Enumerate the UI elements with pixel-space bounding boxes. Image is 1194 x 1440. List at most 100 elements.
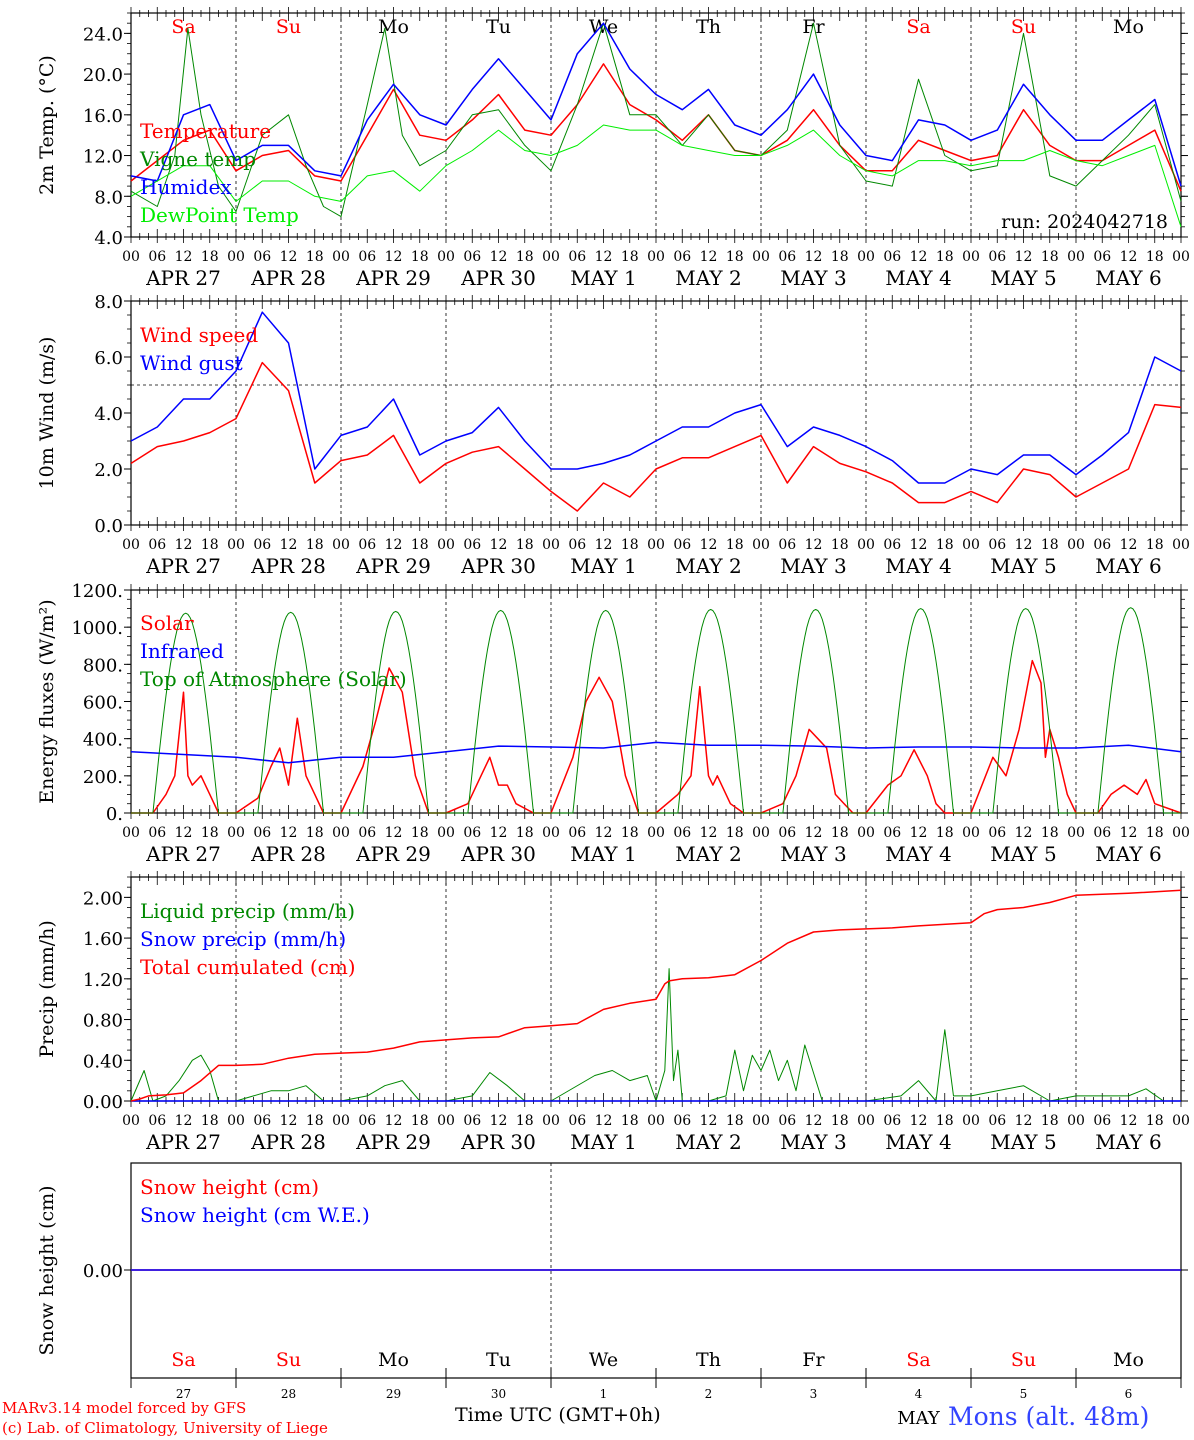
hour-tick-label: 12 — [595, 537, 613, 553]
hour-tick-label: 06 — [568, 249, 586, 265]
hour-tick-label: 00 — [857, 537, 875, 553]
day-name-label: Tu — [486, 16, 511, 38]
date-label: APR 27 — [145, 842, 221, 866]
hour-tick-label: 00 — [1067, 249, 1085, 265]
day-name-label: Sa — [906, 1349, 930, 1371]
date-label: MAY 5 — [990, 266, 1056, 290]
hour-tick-label: 06 — [358, 825, 376, 841]
hour-tick-label: 12 — [490, 249, 508, 265]
hour-tick-label: 12 — [805, 825, 823, 841]
hour-tick-label: 12 — [700, 537, 718, 553]
hour-tick-label: 06 — [568, 1113, 586, 1129]
day-name-label: Fr — [802, 1349, 825, 1371]
series-wind-speed — [130, 361, 1182, 512]
legend-entry: Vigne temp — [139, 147, 256, 171]
hour-tick-label: 18 — [726, 537, 744, 553]
hour-tick-label: 12 — [910, 825, 928, 841]
date-label: MAY 2 — [675, 842, 741, 866]
hour-tick-label: 18 — [726, 249, 744, 265]
hour-tick-label: 06 — [778, 537, 796, 553]
y-tick-label: 0. — [106, 804, 123, 825]
hour-tick-label: 00 — [437, 249, 455, 265]
hour-tick-label: 12 — [1015, 537, 1033, 553]
hour-tick-label: 06 — [148, 537, 166, 553]
hour-tick-label: 00 — [857, 249, 875, 265]
date-label: MAY 2 — [675, 554, 741, 578]
y-tick-label: 800. — [83, 655, 123, 676]
y-axis-label: 2m Temp. (°C) — [36, 55, 58, 195]
hour-tick-label: 12 — [805, 1113, 823, 1129]
date-label: APR 29 — [355, 1130, 431, 1154]
day-name-label: Su — [276, 1349, 301, 1371]
legend-entry: Infrared — [140, 639, 224, 663]
hour-tick-label: 00 — [227, 249, 245, 265]
y-tick-label: 0.0 — [94, 516, 123, 537]
series-top-of-atmosphere-solar — [131, 607, 1181, 814]
hour-tick-label: 06 — [1093, 537, 1111, 553]
run-annotation: run: 2024042718 — [1001, 211, 1168, 233]
y-tick-label: 4.0 — [94, 228, 123, 249]
hour-tick-label: 00 — [962, 825, 980, 841]
day-number-label: 1 — [600, 1387, 608, 1401]
day-number-label: 6 — [1125, 1387, 1133, 1401]
y-tick-label: 0.40 — [83, 1051, 123, 1072]
hour-tick-label: 06 — [568, 825, 586, 841]
day-number-label: 4 — [915, 1387, 923, 1401]
date-label: MAY 4 — [885, 554, 951, 578]
legend-entry: DewPoint Temp — [140, 203, 299, 227]
hour-tick-label: 18 — [621, 537, 639, 553]
legend-entry: Temperature — [140, 119, 271, 143]
hour-tick-label: 18 — [1041, 249, 1059, 265]
hour-tick-label: 12 — [175, 1113, 193, 1129]
hour-tick-label: 06 — [463, 537, 481, 553]
hour-tick-label: 12 — [385, 249, 403, 265]
hour-tick-label: 18 — [936, 1113, 954, 1129]
hour-tick-label: 06 — [988, 249, 1006, 265]
hour-tick-label: 06 — [778, 249, 796, 265]
hour-tick-label: 06 — [988, 1113, 1006, 1129]
date-label: APR 29 — [355, 842, 431, 866]
hour-tick-label: 00 — [752, 249, 770, 265]
day-name-label: Th — [696, 1349, 721, 1371]
date-label: APR 27 — [145, 1130, 221, 1154]
date-label: MAY 1 — [570, 554, 636, 578]
y-tick-label: 0.80 — [83, 1011, 123, 1032]
hour-tick-label: 00 — [332, 249, 350, 265]
hour-tick-label: 18 — [1041, 537, 1059, 553]
hour-tick-label: 12 — [1120, 249, 1138, 265]
hour-tick-label: 12 — [385, 1113, 403, 1129]
hour-tick-label: 12 — [910, 1113, 928, 1129]
y-axis-label: Snow height (cm) — [36, 1185, 58, 1355]
station-label: Mons (alt. 48m) — [948, 1402, 1150, 1431]
hour-tick-label: 00 — [647, 537, 665, 553]
hour-tick-label: 00 — [1172, 1113, 1190, 1129]
day-number-label: 3 — [810, 1387, 818, 1401]
hour-tick-label: 06 — [463, 1113, 481, 1129]
y-tick-label: 24.0 — [83, 24, 123, 45]
hour-tick-label: 18 — [831, 825, 849, 841]
hour-tick-label: 00 — [752, 537, 770, 553]
hour-tick-label: 06 — [463, 249, 481, 265]
hour-tick-label: 00 — [227, 825, 245, 841]
hour-tick-label: 12 — [280, 825, 298, 841]
y-tick-label: 1000. — [71, 618, 123, 639]
hour-tick-label: 06 — [883, 249, 901, 265]
hour-tick-label: 18 — [831, 537, 849, 553]
legend-entry: Wind gust — [140, 351, 243, 375]
y-tick-label: 16.0 — [83, 106, 123, 127]
hour-tick-label: 18 — [621, 1113, 639, 1129]
date-label: APR 28 — [250, 266, 326, 290]
day-name-label: Sa — [171, 16, 195, 38]
hour-tick-label: 12 — [385, 537, 403, 553]
hour-tick-label: 00 — [1067, 825, 1085, 841]
hour-tick-label: 00 — [1067, 537, 1085, 553]
hour-tick-label: 12 — [175, 249, 193, 265]
hour-tick-label: 06 — [358, 537, 376, 553]
hour-tick-label: 12 — [490, 825, 508, 841]
hour-tick-label: 12 — [805, 537, 823, 553]
y-tick-label: 1.20 — [83, 970, 123, 991]
hour-tick-label: 06 — [988, 825, 1006, 841]
date-label: MAY 6 — [1095, 554, 1161, 578]
y-tick-label: 8.0 — [94, 187, 123, 208]
hour-tick-label: 18 — [621, 249, 639, 265]
